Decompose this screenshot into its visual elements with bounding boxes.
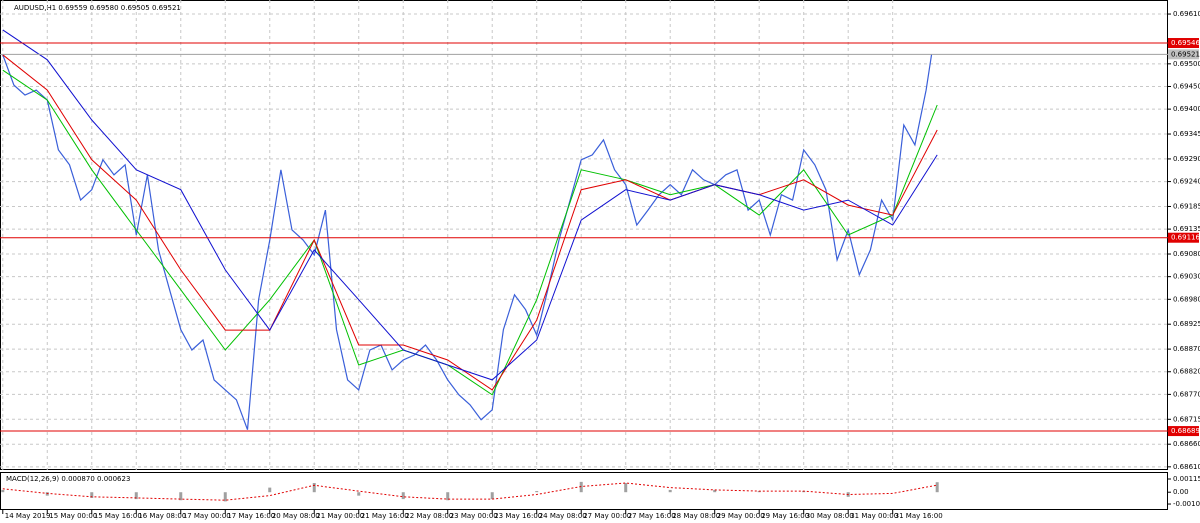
- x-tick-label: 27 May 16:00: [628, 512, 676, 520]
- macd-bar: [624, 483, 628, 493]
- macd-bar: [312, 483, 316, 493]
- macd-title: MACD(12,26,9) 0.000870 0.000623: [6, 475, 130, 483]
- macd-bar: [268, 487, 272, 493]
- y-tick-label: 0.69400: [1173, 105, 1200, 113]
- x-tick-label: 23 May 16:00: [494, 512, 542, 520]
- y-tick-label: 0.69135: [1173, 225, 1200, 233]
- x-tick-label: 15 May 16:00: [94, 512, 142, 520]
- x-tick-label: 17 May 16:00: [227, 512, 275, 520]
- x-tick-label: 24 May 08:00: [539, 512, 587, 520]
- price-line: [2, 54, 933, 430]
- x-tick-label: 16 May 08:00: [138, 512, 186, 520]
- current-price-label: 0.69521: [1171, 50, 1200, 58]
- x-tick-label: 31 May 16:00: [895, 512, 943, 520]
- x-tick-label: 29 May 00:00: [717, 512, 765, 520]
- x-tick-label: 14 May 2019: [5, 512, 51, 520]
- level-tag: [1168, 426, 1199, 437]
- y-tick-label: 0.69240: [1173, 178, 1200, 186]
- level-label: 0.69116: [1171, 234, 1200, 242]
- y-tick-label: -0.00103: [1173, 500, 1200, 508]
- chart-title: AUDUSD,H1 0.69559 0.69580 0.69505 0.6952…: [14, 4, 181, 12]
- y-tick-label: 0.69450: [1173, 82, 1200, 90]
- y-tick-label: 0.68715: [1173, 415, 1200, 423]
- y-tick-label: 0.00: [1173, 488, 1189, 496]
- x-tick-label: 21 May 16:00: [361, 512, 409, 520]
- y-tick-label: 0.69610: [1173, 10, 1200, 18]
- macd-bar: [935, 482, 939, 493]
- y-tick-label: 0.69030: [1173, 273, 1200, 281]
- level-tag: [1168, 38, 1199, 49]
- macd-panel: [0, 472, 1168, 510]
- y-tick-label: 0.68770: [1173, 390, 1200, 398]
- price-line: [2, 69, 938, 396]
- macd-bar: [446, 492, 450, 501]
- macd-bar: [802, 491, 806, 493]
- price-line: [2, 54, 938, 391]
- price-panel: [0, 0, 1168, 470]
- x-tick-label: 27 May 00:00: [583, 512, 631, 520]
- macd-bar: [713, 489, 717, 493]
- y-tick-label: 0.69290: [1173, 155, 1200, 163]
- current-price-tag: [1168, 49, 1199, 60]
- macd-bar: [490, 492, 494, 500]
- x-tick-label: 29 May 16:00: [761, 512, 809, 520]
- x-tick-label: 30 May 08:00: [806, 512, 854, 520]
- level-label: 0.69546: [1171, 39, 1200, 47]
- y-tick-label: 0.68980: [1173, 295, 1200, 303]
- macd-bar: [535, 491, 539, 493]
- level-tag: [1168, 232, 1199, 243]
- macd-bar: [90, 492, 94, 498]
- macd-bar: [668, 489, 672, 493]
- macd-bar: [401, 492, 405, 500]
- macd-bar: [45, 492, 49, 496]
- x-tick-label: 28 May 08:00: [672, 512, 720, 520]
- macd-bar: [579, 481, 583, 493]
- x-tick-label: 15 May 00:00: [49, 512, 97, 520]
- signal-line: [2, 482, 938, 501]
- y-tick-label: 0.68870: [1173, 345, 1200, 353]
- macd-bar: [357, 492, 361, 496]
- macd-bar: [223, 492, 227, 502]
- x-tick-label: 21 May 00:00: [316, 512, 364, 520]
- y-tick-label: 0.00115: [1173, 475, 1200, 483]
- y-tick-label: 0.68925: [1173, 320, 1200, 328]
- y-tick-label: 0.68660: [1173, 440, 1200, 448]
- y-tick-label: 0.69345: [1173, 130, 1200, 138]
- x-tick-label: 31 May 00:00: [850, 512, 898, 520]
- x-tick-label: 17 May 00:00: [183, 512, 231, 520]
- price-line: [2, 29, 938, 381]
- y-tick-label: 0.68610: [1173, 463, 1200, 471]
- y-tick-label: 0.69080: [1173, 250, 1200, 258]
- y-tick-label: 0.69185: [1173, 202, 1200, 210]
- x-tick-label: 22 May 08:00: [405, 512, 453, 520]
- macd-bar: [1, 489, 5, 493]
- macd-bar: [179, 492, 183, 501]
- level-label: 0.68689: [1171, 427, 1200, 435]
- macd-bar: [134, 492, 138, 500]
- x-tick-label: 20 May 08:00: [272, 512, 320, 520]
- y-tick-label: 0.68820: [1173, 368, 1200, 376]
- x-tick-label: 23 May 00:00: [450, 512, 498, 520]
- y-tick-label: 0.69500: [1173, 60, 1200, 68]
- macd-bar: [757, 491, 761, 493]
